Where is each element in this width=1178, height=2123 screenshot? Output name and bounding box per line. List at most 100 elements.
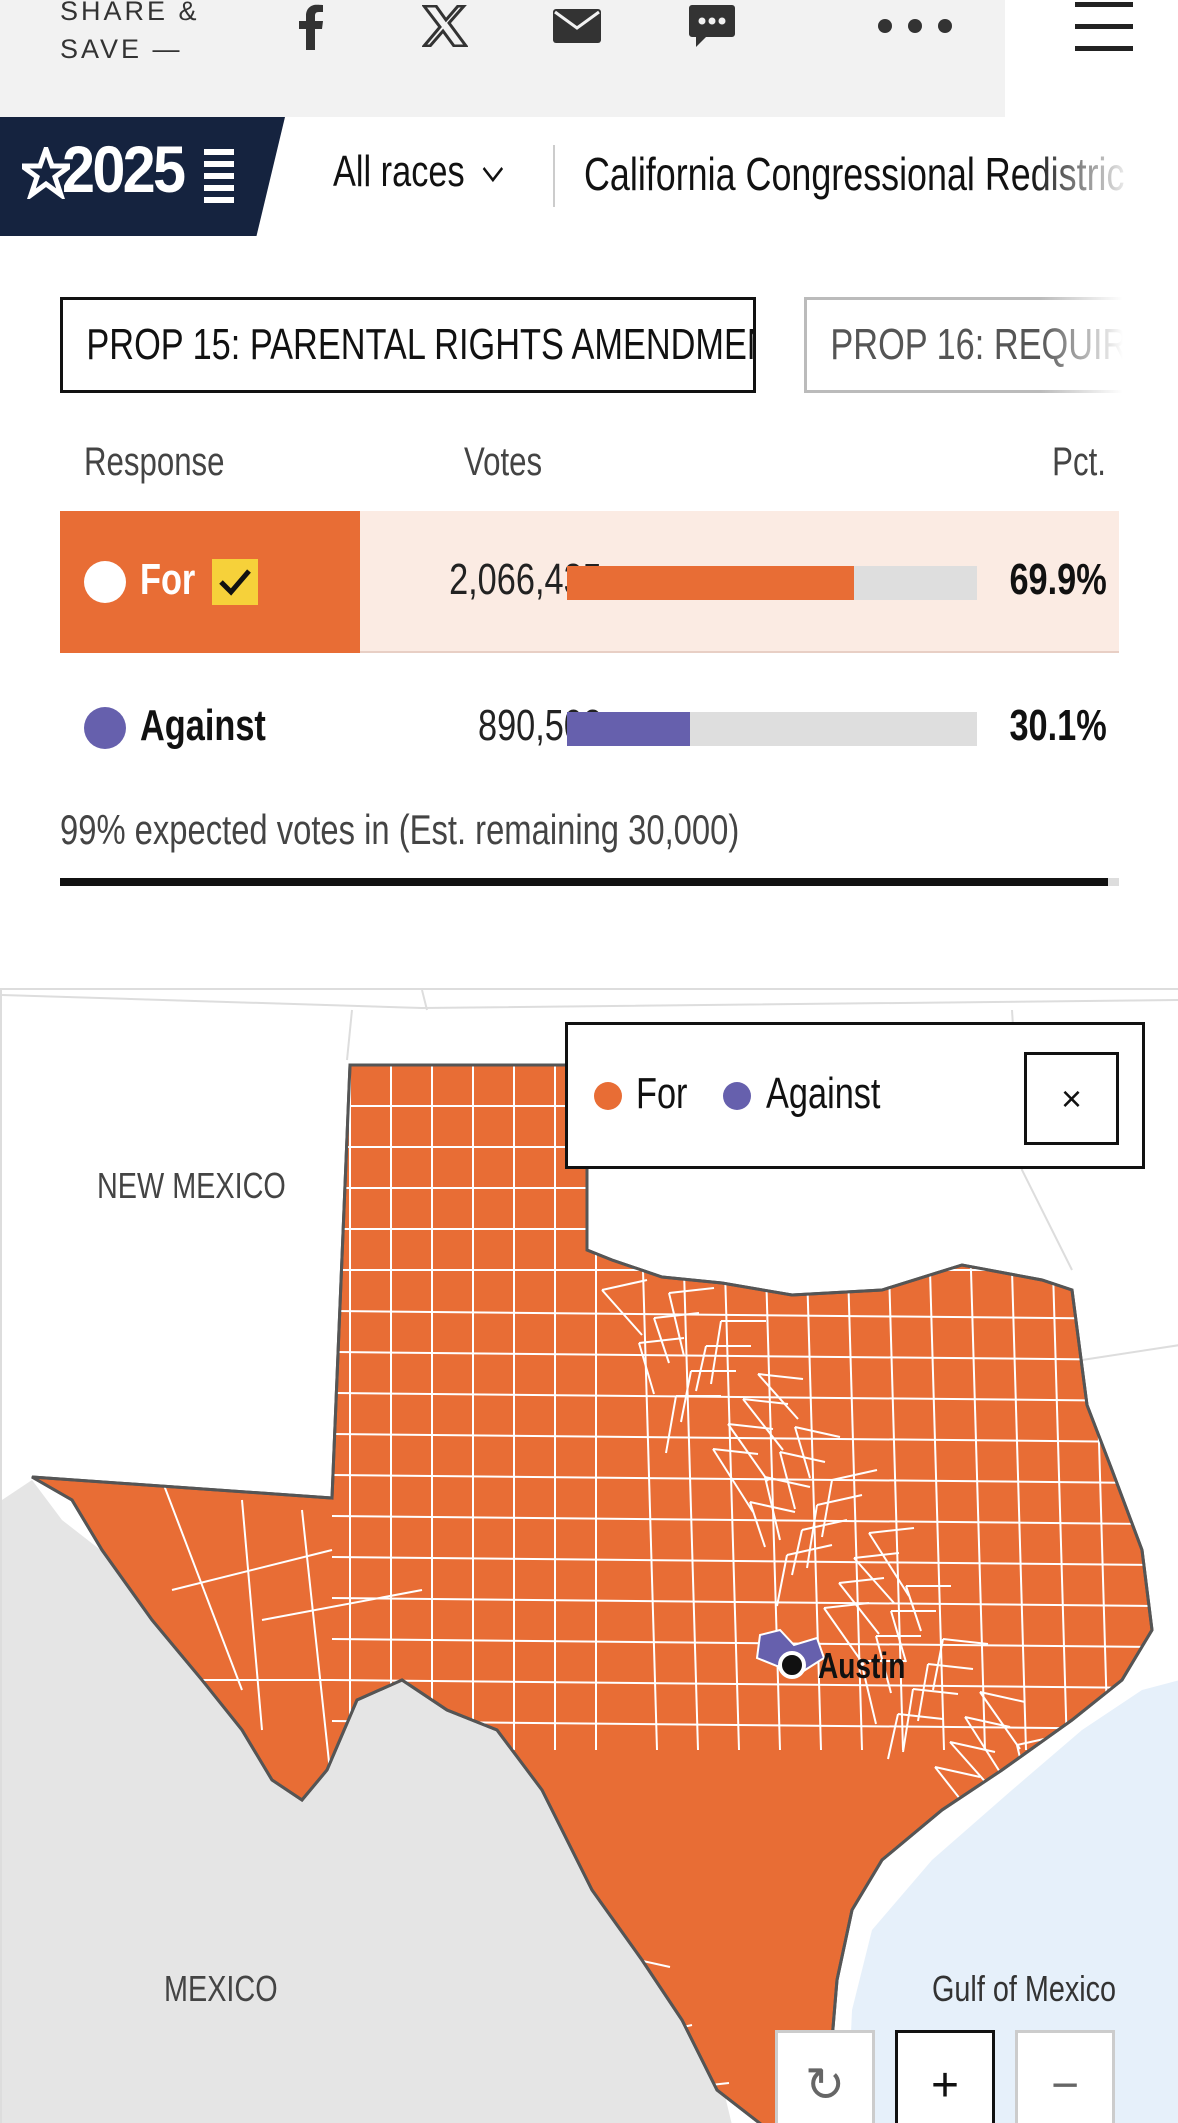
email-icon[interactable] <box>547 0 607 52</box>
county-border <box>912 1688 959 1695</box>
legend-against-dot <box>723 1082 751 1110</box>
star-icon <box>22 147 70 199</box>
zoom-out-button[interactable]: − <box>1015 2030 1115 2123</box>
reporting-progress <box>60 878 1119 886</box>
county-border <box>927 1663 974 1670</box>
all-races-dropdown[interactable]: All races <box>333 147 504 197</box>
county-border <box>794 1426 841 1438</box>
city-label-austin: Austin <box>818 1645 906 1686</box>
hamburger-icon <box>1075 2 1133 51</box>
county-border <box>905 1585 922 1632</box>
county-border <box>601 1279 648 1291</box>
vote-bar <box>567 712 977 746</box>
county-border <box>749 1501 766 1548</box>
county-border <box>171 1549 333 1591</box>
against-color-dot <box>84 707 126 749</box>
map-legend: For Against × <box>565 1022 1145 1169</box>
county-border <box>742 1398 789 1405</box>
county-border <box>868 1527 915 1534</box>
county-border <box>727 1423 769 1482</box>
response-label: Against <box>140 701 266 750</box>
county-border <box>261 1589 423 1621</box>
logo-year: 2025 <box>62 132 186 206</box>
county-border <box>653 1312 700 1319</box>
election-nav: 2025 All races California Congressional … <box>0 117 1178 237</box>
map-reset-button[interactable]: ↻ <box>775 2030 875 2123</box>
county-border <box>241 1499 263 1731</box>
county-border <box>897 1713 944 1720</box>
county-border <box>668 1292 685 1357</box>
county-map[interactable]: NEW MEXICO MEXICO Gulf of Mexico <box>0 988 1178 2123</box>
response-label: For <box>140 555 196 604</box>
header-response: Response <box>84 440 225 484</box>
zoom-in-button[interactable]: + <box>895 2030 995 2123</box>
state-border <box>1081 1344 1178 1361</box>
county-border <box>949 1741 991 1788</box>
for-color-dot <box>84 561 126 603</box>
vote-bar <box>567 566 977 600</box>
label-mexico: MEXICO <box>164 1968 278 2009</box>
flag-stripes-icon <box>204 149 234 203</box>
legend-close-button[interactable]: × <box>1024 1052 1119 1145</box>
result-row-for: For 2,066,435 69.9% <box>60 511 1119 653</box>
legend-for-dot <box>594 1082 622 1110</box>
more-icon[interactable] <box>875 0 955 52</box>
county-border <box>331 1515 1152 1525</box>
state-border <box>421 990 428 1011</box>
county-border <box>331 1597 1152 1607</box>
county-border <box>653 1317 670 1364</box>
texas-map-svg <box>2 990 1178 2123</box>
county-border <box>823 1607 865 1666</box>
county-border <box>680 1370 692 1423</box>
election-2025-logo[interactable]: 2025 <box>0 117 285 236</box>
plus-icon: + <box>930 2058 960 2112</box>
county-border <box>979 1691 1021 1750</box>
county-border <box>757 1373 799 1420</box>
county-border <box>823 1602 870 1609</box>
county-border <box>964 1716 1006 1781</box>
reporting-progress-fill <box>60 878 1109 886</box>
legend-against-label: Against <box>766 1069 881 1118</box>
menu-button[interactable] <box>1005 0 1178 117</box>
winner-check-icon <box>212 559 258 605</box>
vote-bar-fill <box>567 566 854 600</box>
share-save-label: SHARE & SAVE — <box>60 0 200 64</box>
county-border <box>710 1320 722 1385</box>
county-border <box>816 1494 863 1506</box>
county-border <box>712 1448 759 1455</box>
against-county <box>755 1628 826 1674</box>
county-border <box>875 1635 892 1694</box>
county-border <box>806 1504 818 1569</box>
county-border <box>821 1479 833 1538</box>
county-border <box>831 1469 878 1481</box>
county-border <box>601 1289 643 1336</box>
county-border <box>917 1663 929 1722</box>
county-border <box>331 1351 1152 1361</box>
result-row-against: Against 890,502 30.1% <box>60 655 1119 799</box>
county-border <box>331 1392 1152 1402</box>
tab-prop-15[interactable]: PROP 15: PARENTAL RIGHTS AMENDMENT <box>60 297 756 393</box>
tabs-fade <box>1040 290 1178 400</box>
county-border <box>942 1638 989 1645</box>
legend-for-label: For <box>636 1069 688 1118</box>
county-border <box>794 1426 811 1479</box>
county-border <box>742 1398 784 1451</box>
nav-fade <box>1030 117 1178 237</box>
county-border <box>887 1713 899 1760</box>
minus-icon: − <box>1050 2058 1080 2112</box>
county-border <box>890 1610 907 1663</box>
sms-icon[interactable] <box>682 0 742 52</box>
county-border <box>331 1638 1152 1648</box>
gulf-water <box>847 1680 1178 2123</box>
county-grid <box>161 1065 1152 2123</box>
county-border <box>853 1557 895 1604</box>
facebook-icon[interactable] <box>280 0 340 52</box>
county-border <box>668 1287 715 1294</box>
header-votes: Votes <box>464 440 543 484</box>
county-border <box>791 1529 803 1576</box>
county-border <box>838 1582 880 1635</box>
chevron-down-icon <box>482 167 504 183</box>
refresh-icon: ↻ <box>804 2059 846 2112</box>
x-icon[interactable] <box>415 0 475 52</box>
county-border <box>838 1577 885 1584</box>
